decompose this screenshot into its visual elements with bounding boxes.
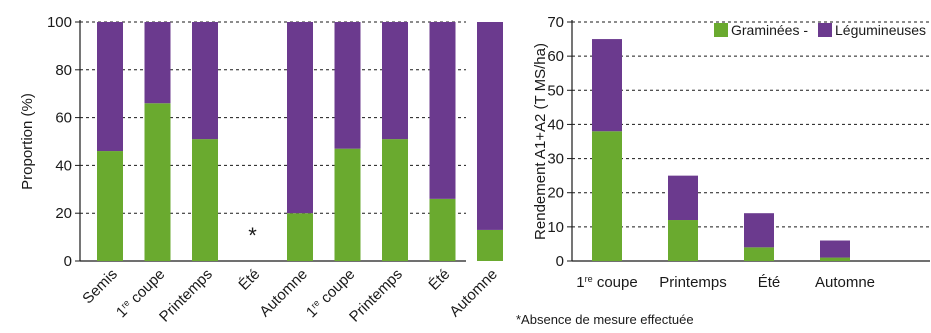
y-tick-label: 50 — [547, 82, 564, 99]
bar-graminees — [477, 230, 503, 261]
x-tick-label: Automne — [815, 274, 875, 291]
missing-data-marker: * — [248, 223, 257, 248]
x-tick-label: Été — [425, 266, 453, 294]
bar-graminees — [668, 220, 698, 261]
bar-legumineuses — [592, 39, 622, 131]
footnote: *Absence de mesure effectuée — [516, 312, 694, 327]
bar-legumineuses — [335, 22, 361, 149]
y-axis-title: Proportion (%) — [19, 93, 36, 190]
x-tick-label: Semis — [79, 266, 120, 307]
x-tick-label: 1re coupe — [576, 274, 637, 291]
legend-label-graminees: Graminées - — [731, 22, 808, 38]
bar-legumineuses — [668, 176, 698, 220]
bar-legumineuses — [477, 22, 503, 230]
y-tick-label: 70 — [547, 14, 564, 31]
y-tick-label: 60 — [55, 110, 72, 127]
y-tick-label: 10 — [547, 219, 564, 236]
y-tick-label: 0 — [556, 253, 564, 270]
y-tick-label: 0 — [64, 253, 72, 270]
y-tick-label: 20 — [547, 185, 564, 202]
bar-graminees — [192, 139, 218, 261]
x-tick-label: Été — [758, 274, 781, 291]
legend-label-legumineuses: Légumineuses — [835, 22, 926, 38]
y-tick-label: 80 — [55, 62, 72, 79]
x-tick-label: Automne — [256, 266, 310, 320]
bar-legumineuses — [430, 22, 456, 199]
bar-legumineuses — [145, 22, 171, 103]
bar-legumineuses — [820, 241, 850, 258]
x-tick-label: Printemps — [659, 274, 727, 291]
y-tick-label: 20 — [55, 205, 72, 222]
y-tick-label: 40 — [55, 157, 72, 174]
x-tick-label: Été — [235, 266, 263, 294]
y-tick-label: 30 — [547, 151, 564, 168]
bar-graminees — [382, 139, 408, 261]
bar-graminees — [335, 149, 361, 261]
bar-legumineuses — [192, 22, 218, 139]
legend: Graminées - Légumineuses — [714, 22, 926, 38]
bar-graminees — [97, 151, 123, 261]
y-tick-label: 60 — [547, 48, 564, 65]
y-tick-label: 40 — [547, 116, 564, 133]
x-tick-label: Automne — [446, 266, 500, 320]
bar-graminees — [287, 213, 313, 261]
legend-swatch-graminees — [714, 23, 728, 37]
bar-legumineuses — [287, 22, 313, 213]
legend-swatch-legumineuses — [818, 23, 832, 37]
bar-graminees — [744, 247, 774, 261]
y-tick-label: 100 — [47, 14, 72, 31]
bar-graminees — [592, 131, 622, 261]
bar-graminees — [145, 103, 171, 261]
bar-legumineuses — [382, 22, 408, 139]
bar-graminees — [820, 258, 850, 261]
chart-2: 0 10 20 30 40 50 60 70 Rendement A1+A2 (T MS/ha)… — [532, 14, 930, 291]
bar-legumineuses — [744, 213, 774, 247]
bar-legumineuses — [97, 22, 123, 151]
bar-graminees — [430, 199, 456, 261]
y-axis-title: Rendement A1+A2 (T MS/ha) — [532, 43, 549, 240]
